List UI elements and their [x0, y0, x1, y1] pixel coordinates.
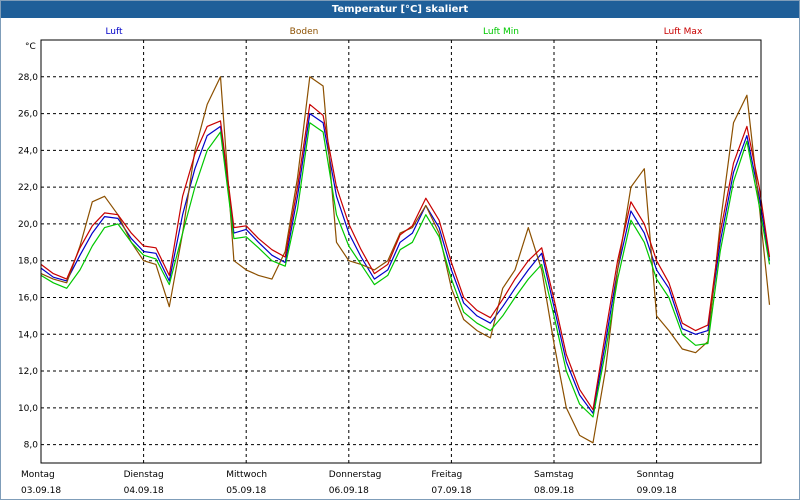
- x-axis: Montag 03.09.18 Dienstag 04.09.18 Mittwoch 05…: [21, 470, 677, 496]
- x-date-label: 06.09.18: [329, 486, 369, 496]
- x-date-label: 08.09.18: [534, 486, 574, 496]
- x-day-label: Mittwoch: [226, 470, 267, 480]
- y-tick-label: 26,0: [18, 110, 38, 120]
- legend-entry: Boden: [290, 27, 319, 37]
- x-date-label: 09.09.18: [637, 486, 677, 496]
- plot-frame: [40, 39, 762, 464]
- series-line: [40, 76, 771, 444]
- grid-lines: [41, 40, 761, 463]
- series-line: [40, 122, 771, 418]
- series-line: [40, 103, 771, 411]
- legend-entry: Luft Min: [483, 27, 519, 37]
- y-unit-label: °C: [25, 42, 36, 52]
- legend-entry: Luft Max: [664, 27, 703, 37]
- x-day-label: Dienstag: [124, 470, 164, 480]
- legend-entry: Luft: [105, 27, 123, 37]
- x-day-label: Sonntag: [637, 470, 674, 480]
- y-tick-label: 12,0: [18, 367, 38, 377]
- y-tick-label: 8,0: [24, 441, 39, 451]
- y-tick-label: 20,0: [18, 220, 38, 230]
- x-date-label: 03.09.18: [21, 486, 61, 496]
- y-tick-label: 28,0: [18, 73, 38, 83]
- y-axis: °C 8,0 10,0 12,0 14,0 16,0 18,0 20,0 22,0 24,0 26,…: [18, 42, 38, 451]
- x-date-label: 04.09.18: [124, 486, 164, 496]
- y-tick-label: 14,0: [18, 330, 38, 340]
- x-day-label: Freitag: [431, 470, 462, 480]
- chart-title: Temperatur [°C] skaliert: [1, 1, 799, 18]
- y-tick-label: 24,0: [18, 146, 38, 156]
- legend: Luft Boden Luft Min Luft Max: [105, 27, 703, 37]
- x-day-label: Montag: [21, 470, 55, 480]
- x-date-label: 07.09.18: [431, 486, 471, 496]
- series-group: [40, 76, 771, 444]
- x-date-label: 05.09.18: [226, 486, 266, 496]
- x-day-label: Donnerstag: [329, 470, 382, 480]
- y-tick-label: 18,0: [18, 257, 38, 267]
- y-tick-label: 22,0: [18, 183, 38, 193]
- x-day-label: Samstag: [534, 470, 573, 480]
- y-tick-label: 16,0: [18, 293, 38, 303]
- series-line: [40, 112, 771, 414]
- y-tick-label: 10,0: [18, 404, 38, 414]
